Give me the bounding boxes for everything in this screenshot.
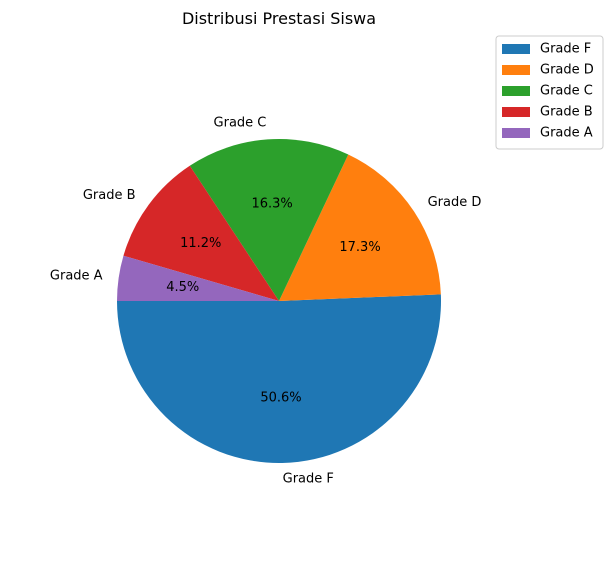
slice-grade-a bbox=[117, 255, 279, 301]
legend-swatch-grade-d bbox=[502, 65, 530, 75]
legend: Grade F Grade D Grade C Grade B Grade A bbox=[495, 35, 604, 150]
legend-label-grade-c: Grade C bbox=[540, 84, 593, 99]
slice-label-grade-a: Grade A bbox=[50, 268, 103, 283]
legend-swatch-grade-a bbox=[502, 128, 530, 138]
legend-label-grade-b: Grade B bbox=[540, 105, 593, 120]
slice-label-grade-b: Grade B bbox=[83, 188, 136, 203]
pie-labels: Grade F 50.6% Grade D 17.3% Grade C 16.3% Grad… bbox=[50, 116, 481, 487]
legend-label-grade-d: Grade D bbox=[540, 63, 594, 78]
pct-label-grade-a: 4.5% bbox=[166, 280, 199, 295]
pct-label-grade-b: 11.2% bbox=[180, 236, 221, 251]
slice-label-grade-c: Grade C bbox=[214, 116, 267, 131]
pct-label-grade-c: 16.3% bbox=[251, 197, 292, 212]
slice-grade-b bbox=[123, 165, 279, 301]
pct-label-grade-d: 17.3% bbox=[339, 240, 380, 255]
slice-label-grade-f: Grade F bbox=[283, 472, 334, 487]
slice-grade-f bbox=[117, 294, 442, 464]
pct-label-grade-f: 50.6% bbox=[260, 391, 301, 406]
pie-slices bbox=[117, 138, 442, 464]
chart-title: Distribusi Prestasi Siswa bbox=[182, 9, 376, 28]
legend-swatch-grade-c bbox=[502, 86, 530, 96]
legend-label-grade-f: Grade F bbox=[540, 42, 591, 57]
legend-swatch-grade-f bbox=[502, 44, 530, 54]
slice-grade-c bbox=[189, 138, 349, 301]
legend-frame bbox=[495, 35, 604, 150]
slice-label-grade-d: Grade D bbox=[428, 195, 482, 210]
slice-grade-d bbox=[279, 154, 441, 301]
legend-swatch-grade-b bbox=[502, 107, 530, 117]
legend-label-grade-a: Grade A bbox=[540, 126, 593, 141]
